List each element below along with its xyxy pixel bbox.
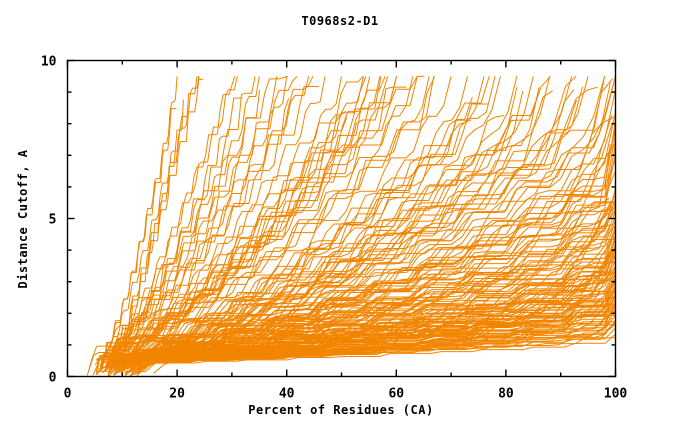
data-series-line	[105, 76, 256, 363]
data-series-line	[86, 75, 289, 376]
data-series-line	[125, 284, 613, 358]
data-series-line	[111, 145, 614, 367]
data-series-line	[99, 86, 583, 369]
y-tick-label: 10	[41, 55, 57, 70]
data-series-line	[96, 76, 278, 376]
y-tick-label: 0	[49, 371, 57, 386]
data-series-line	[104, 197, 610, 373]
data-series-line	[102, 76, 436, 373]
x-axis-label: Percent of Residues (CA)	[248, 403, 434, 417]
data-series-line	[107, 78, 203, 377]
data-series-line	[99, 76, 200, 368]
data-series-line	[143, 333, 616, 370]
x-tick-label: 40	[279, 387, 295, 402]
data-series-line	[111, 206, 613, 366]
data-series-line	[111, 122, 614, 366]
data-series-line	[130, 317, 612, 360]
data-series-line	[109, 99, 184, 363]
x-tick-label: 0	[64, 387, 72, 402]
data-series-line	[99, 76, 342, 368]
data-series-line	[115, 209, 616, 371]
data-series-line	[111, 76, 573, 368]
data-series-line	[92, 86, 407, 376]
data-series-line	[100, 76, 382, 369]
data-series-line	[117, 223, 614, 370]
y-tick-label: 5	[49, 213, 57, 228]
axis-tick-labels-group: 0 20 40 60 80 100 0 5 10	[41, 55, 628, 402]
data-series-line	[113, 103, 488, 376]
data-series-line	[95, 108, 177, 375]
x-tick-label: 80	[498, 387, 514, 402]
data-series-line	[95, 76, 314, 372]
data-series-line	[100, 76, 398, 368]
x-tick-label: 20	[169, 387, 185, 402]
data-series-line	[95, 75, 298, 372]
data-series-line	[107, 75, 577, 372]
data-series-line	[101, 76, 435, 372]
data-series-line	[105, 75, 364, 366]
data-series-line	[153, 337, 616, 374]
data-series-line	[122, 279, 613, 369]
data-series-line	[99, 76, 260, 366]
data-series-line	[108, 256, 610, 377]
x-tick-label: 60	[388, 387, 404, 402]
page-title: T0968s2-D1	[301, 14, 379, 28]
axis-ticks-group	[66, 59, 617, 378]
data-series-line	[115, 240, 613, 360]
x-tick-label: 100	[604, 387, 628, 402]
data-series-line	[129, 278, 616, 360]
data-series-line	[94, 76, 496, 366]
data-series-group	[86, 75, 616, 377]
